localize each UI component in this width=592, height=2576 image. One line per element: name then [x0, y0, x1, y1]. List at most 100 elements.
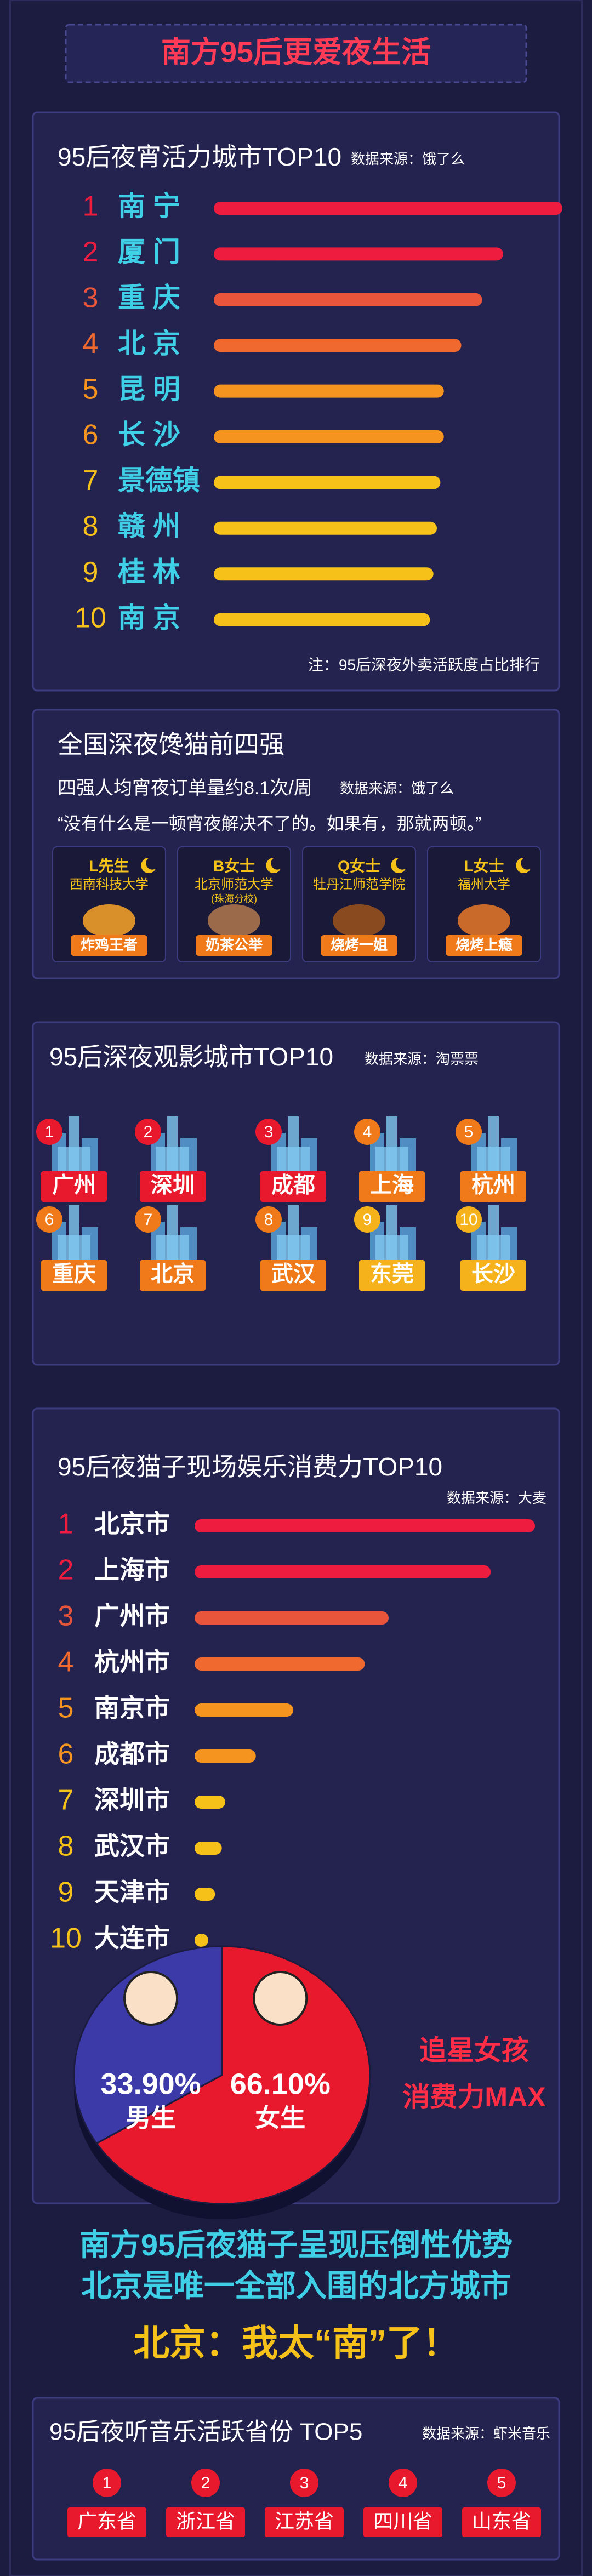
- rank: 6: [45, 1211, 54, 1229]
- card-tag-box: [71, 935, 147, 956]
- header-box: [65, 24, 527, 83]
- city-label: 北京: [151, 1262, 195, 1286]
- card-school: 西南科技大学: [70, 877, 149, 892]
- rank: 2: [83, 236, 99, 268]
- annotation: 消费力MAX: [402, 2082, 545, 2112]
- rank: 3: [58, 1600, 74, 1632]
- food-icon: [83, 904, 135, 937]
- bar: [214, 247, 503, 261]
- bar: [195, 1842, 222, 1855]
- card-name: L女士: [464, 857, 504, 874]
- bar: [214, 567, 434, 581]
- province-box: [67, 2507, 146, 2537]
- rank: 2: [144, 1123, 153, 1141]
- bar: [214, 430, 444, 443]
- subtitle: 四强人均宵夜订单量约8.1次/周: [58, 778, 312, 799]
- province-label: 浙江省: [176, 2510, 235, 2533]
- slice-label: 女生: [255, 2104, 305, 2132]
- skyline: [477, 1147, 510, 1171]
- category-label: 景德镇: [118, 465, 200, 496]
- card-name: Q女士: [338, 857, 380, 874]
- quote: “没有什么是一顿宵夜解决不了的。如果有，那就两顿。”: [58, 813, 481, 833]
- rank-badge: [135, 1206, 161, 1233]
- category-label: 桂 林: [118, 556, 180, 587]
- annotation: 追星女孩: [419, 2035, 529, 2066]
- category-label: 天津市: [94, 1878, 170, 1906]
- bar: [195, 1565, 491, 1578]
- rank: 5: [497, 2474, 506, 2492]
- city-box: [260, 1171, 326, 1202]
- rank: 3: [83, 282, 99, 314]
- food-icon: [208, 904, 260, 937]
- city-label: 长沙: [471, 1262, 515, 1286]
- category-label: 赣 州: [118, 511, 180, 542]
- rank: 5: [464, 1123, 474, 1141]
- category-label: 广州市: [94, 1602, 170, 1630]
- rank: 3: [264, 1123, 274, 1141]
- category-label: 南京市: [94, 1694, 170, 1722]
- city-label: 武汉: [271, 1262, 316, 1286]
- summary-text: 北京是唯一全部入围的北方城市: [81, 2269, 511, 2303]
- rank-badge: [487, 2469, 516, 2497]
- source: 数据来源：饿了么: [351, 151, 465, 167]
- card-tag-box: [321, 935, 397, 956]
- city-box: [260, 1260, 326, 1291]
- source: 数据来源：淘票票: [365, 1051, 479, 1067]
- skyline: [156, 1235, 189, 1260]
- card-tag: 烧烤一姐: [331, 937, 388, 953]
- category-label: 昆 明: [118, 374, 180, 404]
- skyline: [277, 1147, 310, 1171]
- rank: 2: [58, 1554, 74, 1586]
- source: 数据来源：饿了么: [340, 780, 454, 796]
- card-school: 牡丹江师范学院: [313, 877, 405, 892]
- city-box: [359, 1260, 425, 1291]
- city-box: [460, 1260, 526, 1291]
- bar: [214, 476, 441, 489]
- category-label: 北 京: [118, 328, 180, 358]
- bar: [214, 339, 462, 352]
- moon: [141, 857, 156, 873]
- pie-slice: [73, 1945, 223, 2145]
- province-box: [166, 2507, 245, 2537]
- panel: [32, 111, 560, 692]
- source: 数据来源：虾米音乐: [422, 2425, 550, 2442]
- bar: [214, 293, 482, 306]
- source: 数据来源：大麦: [447, 1490, 547, 1506]
- moon: [391, 857, 406, 873]
- rank: 4: [83, 328, 99, 360]
- province-label: 四川省: [373, 2510, 432, 2533]
- rank: 9: [83, 556, 99, 588]
- rank: 7: [144, 1211, 153, 1229]
- category-label: 南 京: [118, 602, 180, 633]
- city-label: 成都: [271, 1173, 315, 1198]
- rank-badge: [36, 1206, 62, 1233]
- bar: [214, 521, 437, 535]
- skyline: [156, 1147, 189, 1171]
- skyline: [375, 1235, 408, 1260]
- card-name: L先生: [89, 857, 129, 874]
- moon: [266, 857, 281, 873]
- city-box: [140, 1171, 206, 1202]
- city-label: 深圳: [151, 1173, 195, 1198]
- rank-badge: [389, 2469, 417, 2497]
- city-label: 杭州: [471, 1173, 515, 1198]
- skyline: [58, 1235, 90, 1260]
- rank: 3: [300, 2474, 309, 2492]
- city-label: 重庆: [52, 1262, 96, 1286]
- slice-label: 男生: [126, 2104, 176, 2132]
- rank-badge: [93, 2469, 121, 2497]
- rank: 10: [50, 1923, 82, 1954]
- rank-badge: [354, 1206, 380, 1233]
- avatar: [253, 1971, 308, 2026]
- province-label: 山东省: [472, 2510, 531, 2533]
- rank: 4: [58, 1646, 74, 1678]
- rank: 1: [103, 2474, 112, 2492]
- rank: 8: [58, 1831, 74, 1862]
- summary-text: 北京：我太“南”了！: [133, 2322, 459, 2363]
- card-tag-box: [196, 935, 272, 956]
- rank-badge: [354, 1119, 380, 1145]
- skyline: [375, 1147, 408, 1171]
- rank: 7: [58, 1785, 74, 1816]
